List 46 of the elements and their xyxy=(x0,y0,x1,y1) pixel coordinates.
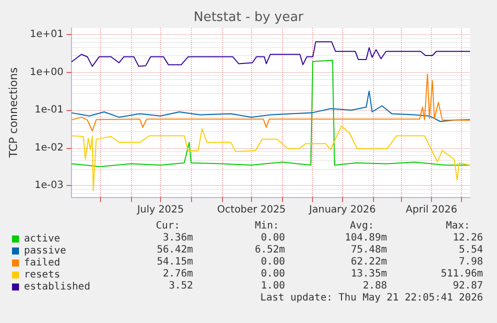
x-tick-label: July 2025 xyxy=(136,204,184,216)
text: 13.35m xyxy=(350,268,387,280)
line-series xyxy=(71,126,470,192)
text: 3.52 xyxy=(168,280,193,292)
y-tick-label: 1e+01 xyxy=(30,29,64,40)
y-tick-label: 1e-01 xyxy=(34,104,64,116)
text: Max: xyxy=(446,220,470,232)
text: 0.00 xyxy=(260,268,285,280)
legend-label: resets xyxy=(24,270,60,280)
text: 92.87 xyxy=(452,280,483,292)
line-series xyxy=(71,74,470,132)
text: Avg: xyxy=(350,220,374,232)
text: Last update: Thu May 21 22:05:41 2026 xyxy=(260,292,483,304)
text: 0.00 xyxy=(260,256,285,268)
text: Cur: xyxy=(156,220,180,232)
text: 104.89m xyxy=(344,232,387,244)
x-tick-label: January 2026 xyxy=(308,204,376,216)
text: 6.52m xyxy=(254,244,285,256)
text: 62.22m xyxy=(350,256,387,268)
line-series xyxy=(71,90,470,122)
text: 54.15m xyxy=(156,256,193,268)
line-series xyxy=(71,60,470,168)
legend-label: passive xyxy=(24,246,66,256)
text: 2.88 xyxy=(362,280,387,292)
text: 2.76m xyxy=(162,268,193,280)
x-tick-label: October 2025 xyxy=(217,204,286,216)
legend-label: established xyxy=(24,282,90,292)
line-series xyxy=(71,41,470,67)
x-tick-label: April 2026 xyxy=(406,204,458,216)
legend-label: failed xyxy=(24,258,60,268)
chart-title: Netstat - by year xyxy=(194,10,304,25)
text: 7.98 xyxy=(458,256,483,268)
text: Min: xyxy=(254,220,279,232)
text: 56.42m xyxy=(156,244,193,256)
text: 75.48m xyxy=(350,244,387,256)
text: 1.00 xyxy=(260,280,285,292)
y-tick-label: 1e+00 xyxy=(30,66,64,78)
legend-label: active xyxy=(24,234,60,244)
y-axis-title: TCP connections xyxy=(7,67,20,159)
text: 511.96m xyxy=(440,268,483,280)
text: 5.54 xyxy=(458,244,483,256)
y-tick-label: 1e-02 xyxy=(34,142,64,154)
y-tick-label: 1e-03 xyxy=(34,180,64,192)
text: 0.00 xyxy=(260,232,285,244)
text: 3.36m xyxy=(162,232,193,244)
text: 12.26 xyxy=(452,232,483,244)
